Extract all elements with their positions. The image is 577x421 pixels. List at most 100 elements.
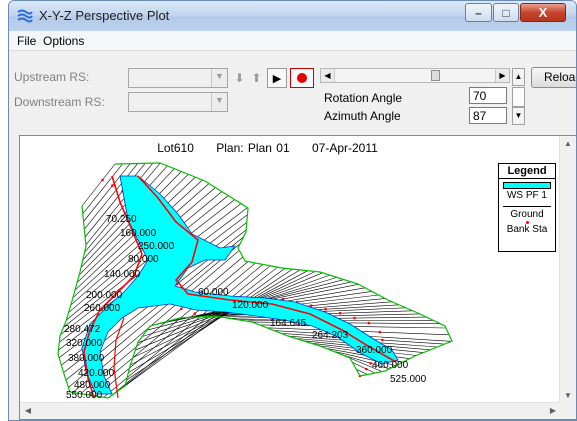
station-label: 264.203 — [312, 330, 349, 341]
chevron-down-icon: ▼ — [215, 95, 224, 105]
upstream-rs-label: Upstream RS: — [14, 70, 90, 84]
move-up-button[interactable]: ⬆ — [249, 68, 264, 88]
play-icon: ▶ — [272, 73, 282, 85]
plot-horizontal-scrollbar[interactable]: ◀ ▶ — [20, 402, 561, 419]
cross-section-line — [80, 256, 243, 394]
cross-section-line — [340, 353, 390, 370]
ground-boundary-upper — [114, 162, 453, 377]
cross-section-line — [68, 187, 216, 313]
legend-title: Legend — [499, 164, 555, 179]
station-label: 164.645 — [270, 318, 307, 329]
downstream-rs-label: Downstream RS: — [14, 95, 105, 109]
arrow-up-icon: ⬆ — [251, 71, 262, 85]
rotation-angle-label: Rotation Angle — [324, 91, 403, 105]
reload-button[interactable]: Reload — [531, 67, 576, 88]
cross-section-line — [84, 163, 138, 230]
scroll-left-icon[interactable]: ◀ — [24, 406, 32, 415]
app-icon — [17, 9, 33, 23]
upstream-dropdown-button[interactable]: ▼ — [211, 69, 227, 87]
plot-project-name: Lot610 — [157, 141, 194, 155]
plot-vertical-scrollbar[interactable]: ▲ ▼ — [559, 136, 576, 404]
menu-file[interactable]: File — [17, 34, 37, 48]
cross-section-line — [103, 264, 263, 398]
cross-section-line — [132, 271, 316, 358]
rotation-angle-input[interactable] — [469, 87, 507, 104]
cross-section-line — [110, 265, 271, 397]
downstream-dropdown-button[interactable]: ▼ — [211, 93, 227, 111]
slider-left-arrow-icon[interactable]: ◀ — [321, 69, 335, 82]
toolbar: Upstream RS: ▼ Downstream RS: ▼ ⬇ ⬆ ▶ ◀ … — [9, 51, 576, 135]
azimuth-spin-down[interactable]: ▼ — [512, 107, 525, 125]
station-label: 525.000 — [390, 374, 427, 385]
bank-station-dot — [369, 362, 372, 365]
cross-section-line — [130, 270, 308, 366]
cross-section-line — [84, 163, 146, 238]
title-bar[interactable]: X-Y-Z Perspective Plot – □ X — [9, 1, 576, 31]
chevron-up-icon: ▲ — [514, 72, 523, 81]
scroll-up-icon[interactable]: ▲ — [564, 139, 572, 148]
cross-section-line — [85, 163, 154, 245]
legend-ground-label: Ground — [510, 209, 544, 220]
minimize-icon: – — [475, 6, 482, 20]
cross-section-line — [83, 163, 131, 222]
azimuth-angle-input[interactable] — [469, 107, 507, 124]
bank-station-dot — [353, 316, 356, 320]
station-label: 200.000 — [86, 290, 123, 301]
scroll-down-icon[interactable]: ▼ — [564, 391, 572, 400]
upstream-rs-select[interactable]: ▼ — [128, 68, 228, 88]
station-label: 120.000 — [232, 300, 269, 311]
station-label: 420.000 — [78, 368, 115, 379]
move-down-button[interactable]: ⬇ — [232, 68, 247, 88]
play-button[interactable]: ▶ — [267, 68, 287, 88]
downstream-rs-select[interactable]: ▼ — [128, 92, 228, 112]
station-label: 460.000 — [372, 360, 409, 371]
legend-bank-swatch — [525, 221, 529, 224]
station-label: 80.000 — [128, 254, 159, 265]
azimuth-angle-label: Azimuth Angle — [324, 109, 401, 123]
minimize-button[interactable]: – — [465, 3, 492, 22]
station-label: 250.000 — [138, 241, 175, 252]
cross-section-line — [82, 163, 123, 214]
station-label: 140.000 — [104, 269, 141, 280]
bank-station-dot — [309, 304, 313, 307]
cross-section-line — [356, 368, 368, 375]
plot-canvas: 70.250 160.000 250.000 80.000 140.000 200.000… — [57, 162, 453, 401]
station-label: 280.472 — [64, 324, 101, 335]
plot-title: Lot610 Plan: Plan 01 07-Apr-2011 — [20, 141, 515, 155]
cross-section-line — [352, 362, 375, 374]
station-label: 70.250 — [106, 214, 137, 225]
scroll-right-icon[interactable]: ▶ — [549, 406, 557, 415]
close-icon: X — [538, 5, 548, 20]
perspective-plot-window: X-Y-Z Perspective Plot – □ X File Option… — [8, 0, 577, 421]
station-labels: 70.250 160.000 250.000 80.000 140.000 200.000… — [64, 214, 427, 401]
window-title: X-Y-Z Perspective Plot — [39, 8, 170, 23]
bank-station-dot — [324, 307, 327, 311]
legend-ws-swatch — [503, 182, 551, 189]
chevron-down-icon: ▼ — [514, 111, 523, 120]
bank-station-dot — [193, 312, 197, 315]
bank-station-dot — [111, 184, 114, 187]
record-button[interactable] — [290, 68, 314, 88]
close-button[interactable]: X — [520, 3, 566, 22]
cross-section-line — [123, 268, 286, 388]
menu-options[interactable]: Options — [43, 34, 85, 48]
cross-section-line — [128, 269, 301, 373]
bank-station-dot — [378, 330, 382, 334]
cross-section-line — [63, 195, 229, 328]
perspective-plot-area[interactable]: 70.250 160.000 250.000 80.000 140.000 200.000… — [19, 135, 576, 420]
arrow-down-icon: ⬇ — [234, 71, 245, 85]
bank-station-dot — [367, 321, 371, 325]
rotation-slider[interactable]: ◀ ▶ — [320, 68, 510, 83]
cross-section-line — [347, 356, 383, 372]
menu-bar: File Options — [9, 31, 576, 51]
rotation-slider-thumb[interactable] — [431, 70, 440, 81]
legend-ws-label: WS PF 1 — [506, 190, 547, 201]
record-icon — [297, 73, 307, 83]
cross-section-line — [66, 191, 222, 321]
maximize-button[interactable]: □ — [493, 3, 519, 22]
station-label: 320.000 — [66, 338, 103, 349]
cross-section-line — [126, 268, 293, 381]
slider-right-arrow-icon[interactable]: ▶ — [495, 69, 509, 82]
azimuth-spin-up[interactable]: ▲ — [512, 68, 525, 86]
azimuth-spin-track[interactable] — [512, 87, 525, 107]
